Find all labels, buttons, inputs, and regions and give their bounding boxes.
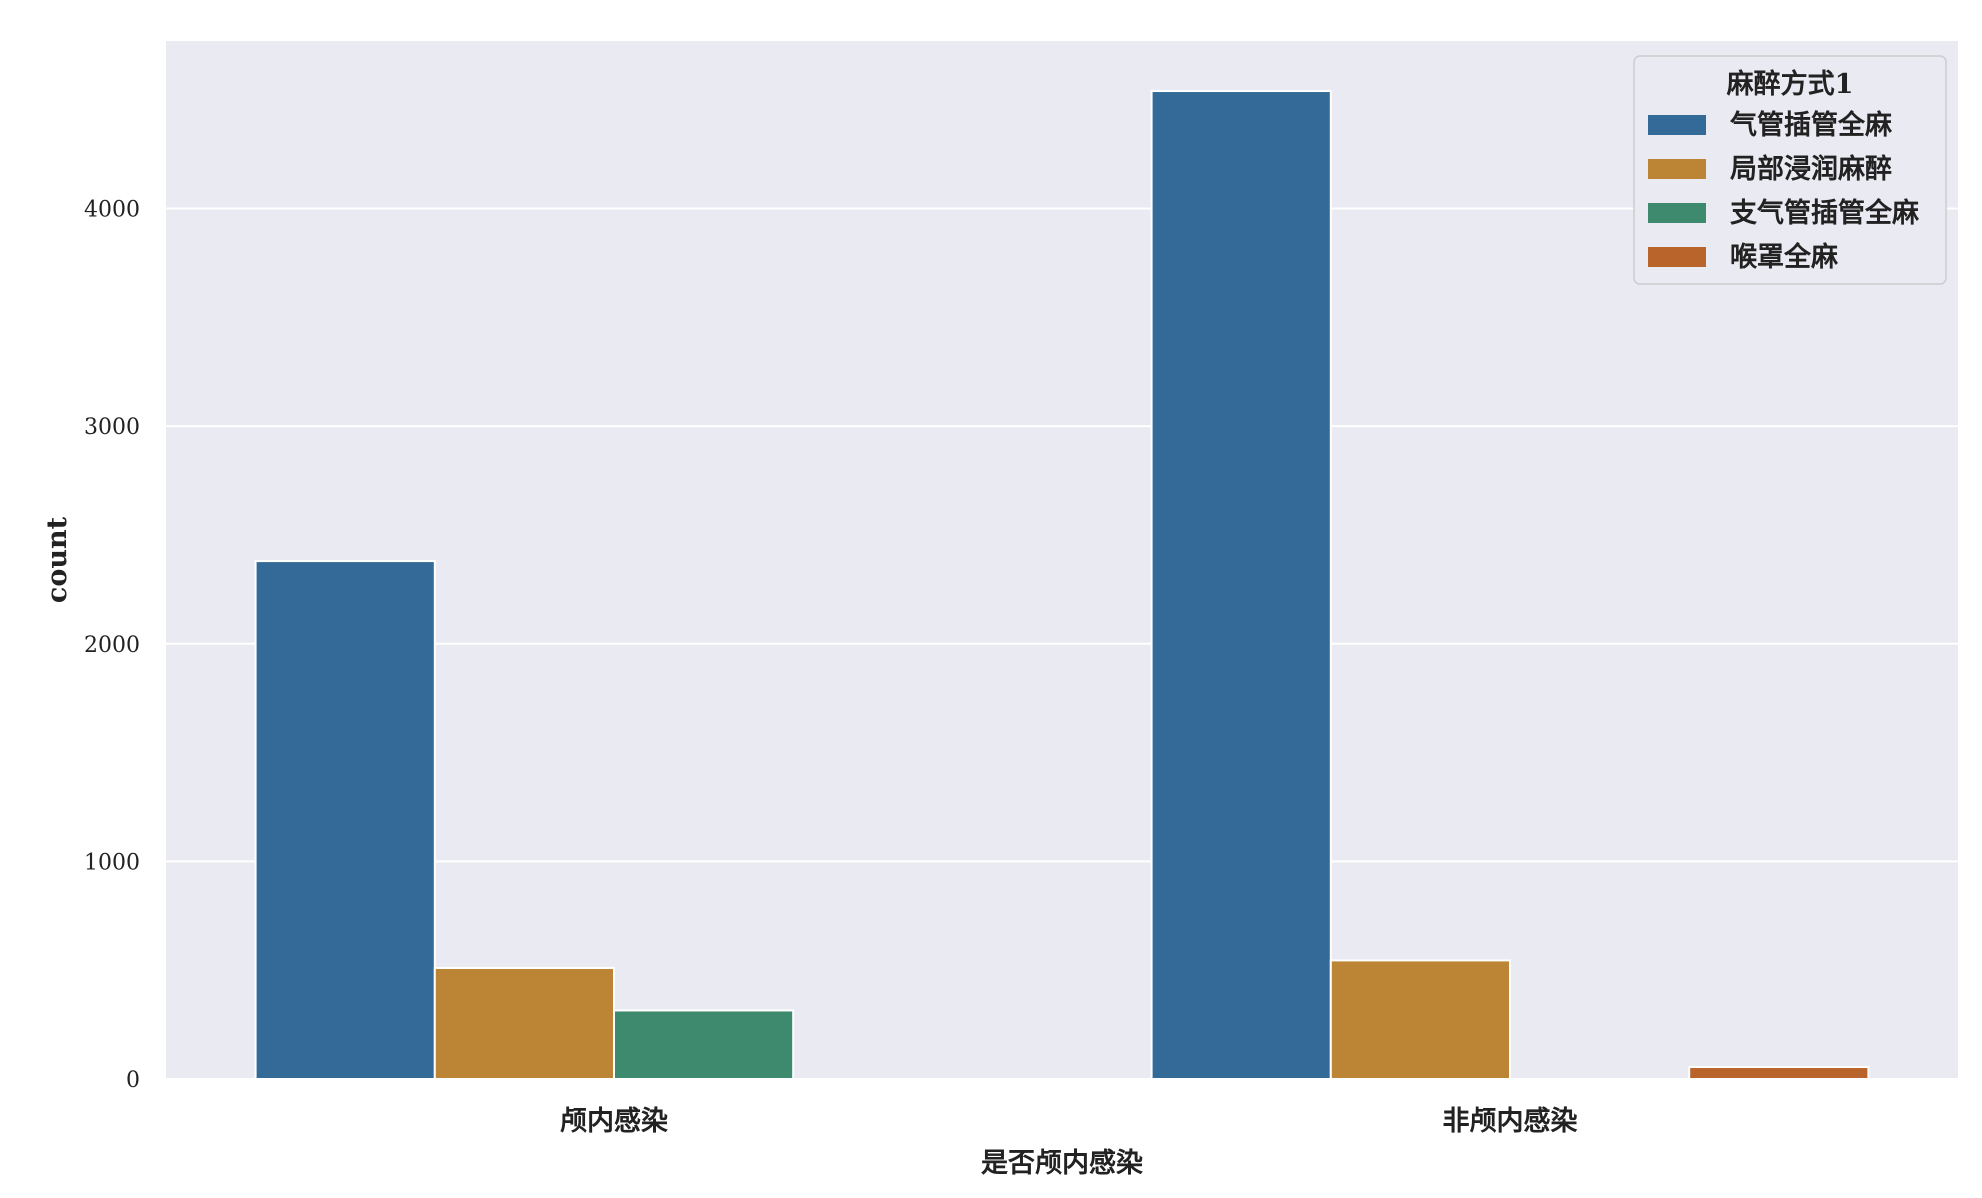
bar [433,967,615,1080]
bar [1329,959,1512,1081]
legend-title: 麻醉方式1 [1727,68,1854,100]
y-tick-label: 0 [126,1068,140,1093]
bar [613,1009,795,1080]
bars [254,90,1870,1081]
y-tick-label: 4000 [84,198,140,223]
x-tick-labels: 颅内感染 非颅内感染 [560,1105,1578,1137]
y-tick-label: 1000 [84,850,140,875]
y-axis-label: count [42,516,73,603]
y-tick-label: 2000 [84,633,140,658]
y-tick-label: 3000 [84,415,140,440]
legend-swatch [1648,115,1706,135]
legend-swatch [1648,247,1706,267]
y-tick-labels: 0 1000 2000 3000 4000 [84,198,140,1093]
legend-swatch [1648,159,1706,179]
x-tick-label: 非颅内感染 [1443,1105,1578,1137]
x-tick-label: 颅内感染 [560,1105,668,1137]
x-axis-label: 是否颅内感染 [981,1147,1143,1179]
legend-label: 喉罩全麻 [1730,241,1839,273]
legend-swatch [1648,203,1706,223]
legend-label: 支气管插管全麻 [1730,197,1920,229]
bar [254,560,436,1080]
legend-box [1633,55,1947,285]
legend-label: 气管插管全麻 [1729,109,1893,141]
bar [1688,1066,1870,1081]
bar [1150,90,1332,1081]
legend-label: 局部浸润麻醉 [1730,153,1892,185]
